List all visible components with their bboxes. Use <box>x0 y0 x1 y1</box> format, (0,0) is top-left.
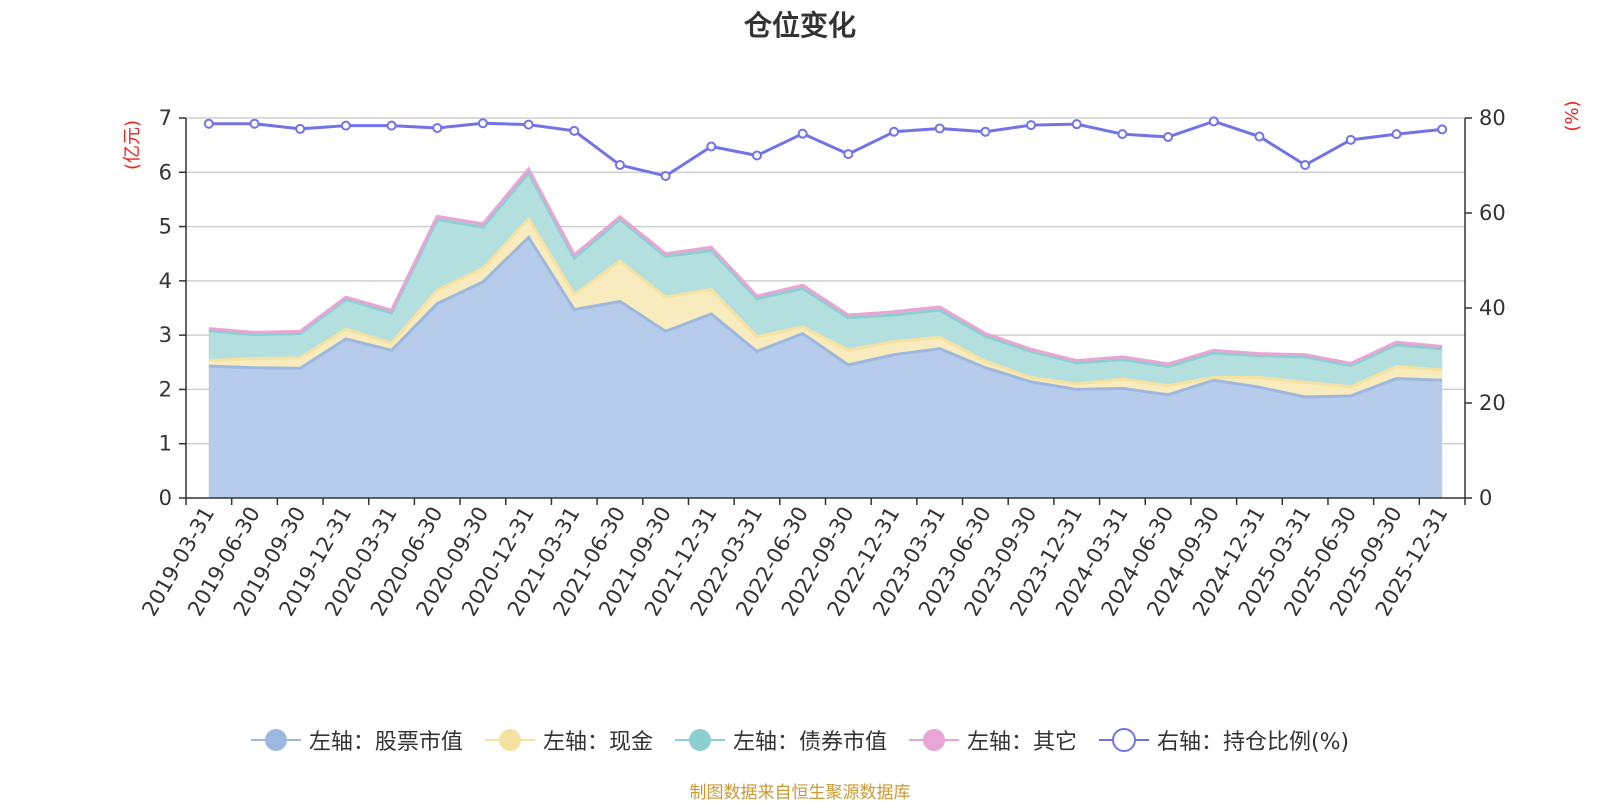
ratio-point <box>706 141 717 152</box>
ratio-point <box>203 118 214 129</box>
legend-item[interactable]: 左轴：现金 <box>484 724 653 756</box>
ratio-point <box>1391 129 1402 140</box>
right-y-tick-label: 60 <box>1479 201 1506 225</box>
ratio-point <box>1437 124 1448 135</box>
legend-swatch-icon <box>1098 728 1149 752</box>
ratio-point <box>751 150 762 161</box>
ratio-line-path <box>208 119 1443 178</box>
ratio-point <box>980 126 991 137</box>
legend-label: 右轴：持仓比例(%) <box>1156 730 1350 755</box>
left-y-tick-label: 5 <box>159 215 172 239</box>
legend-label: 左轴：股票市值 <box>308 730 463 755</box>
ratio-point <box>934 123 945 134</box>
area-line-左轴：现金 <box>208 216 1443 389</box>
legend-label: 左轴：现金 <box>542 730 653 755</box>
ratio-point <box>660 170 671 181</box>
legend-swatch-icon <box>250 729 301 751</box>
right-y-tick-label: 40 <box>1479 296 1506 320</box>
ratio-point <box>523 119 534 130</box>
left-y-tick-label: 7 <box>159 106 172 130</box>
legend-swatch-icon <box>908 729 959 751</box>
ratio-point <box>1026 120 1037 131</box>
area-line-左轴：其它 <box>208 166 1443 366</box>
left-y-tick-label: 0 <box>159 486 172 510</box>
ratio-point <box>340 120 351 131</box>
left-y-tick-label: 6 <box>159 160 172 184</box>
ratio-point <box>1071 119 1082 130</box>
legend-item[interactable]: 左轴：其它 <box>908 724 1077 756</box>
ratio-point <box>432 122 443 133</box>
legend-swatch-icon <box>484 729 535 751</box>
right-y-tick-label: 0 <box>1479 486 1492 510</box>
right-y-tick-label: 80 <box>1479 106 1506 130</box>
position-ratio-line <box>203 116 1448 181</box>
left-y-tick-label: 2 <box>159 377 172 401</box>
left-axis-unit: (亿元) <box>122 120 143 170</box>
stacked-areas <box>208 166 1443 499</box>
right-y-tick-label: 20 <box>1479 391 1506 415</box>
ratio-point <box>1163 132 1174 142</box>
area-line-左轴：股票市值 <box>208 235 1443 399</box>
area-左轴：股票市值 <box>208 237 1443 498</box>
legend-label: 左轴：其它 <box>966 730 1077 755</box>
left-y-tick-label: 3 <box>159 323 172 347</box>
ratio-point <box>614 160 625 171</box>
ratio-point <box>1345 134 1356 145</box>
left-y-tick-label: 4 <box>159 269 172 293</box>
ratio-point <box>249 118 260 129</box>
legend-item[interactable]: 左轴：债券市值 <box>674 724 887 756</box>
x-tick-labels: 2019-03-312019-06-302019-09-302019-12-31… <box>137 503 1452 621</box>
axes <box>179 117 1472 505</box>
ratio-point <box>386 120 397 131</box>
ratio-point <box>1300 160 1311 171</box>
legend-item[interactable]: 左轴：股票市值 <box>250 724 463 756</box>
chart-title: 仓位变化 <box>743 9 856 42</box>
legend-item[interactable]: 右轴：持仓比例(%) <box>1098 724 1350 756</box>
data-source-note: 制图数据来自恒生聚源数据库 <box>689 783 911 803</box>
ratio-point <box>1208 116 1219 127</box>
ratio-point <box>843 149 854 160</box>
legend-label: 左轴：债券市值 <box>732 730 887 755</box>
ratio-point <box>295 123 306 134</box>
ratio-point <box>797 128 808 139</box>
chart-canvas: 2019-03-312019-06-302019-09-302019-12-31… <box>122 100 1583 621</box>
legend-swatch-icon <box>674 729 725 751</box>
ratio-point <box>477 118 488 129</box>
right-axis-unit: (%) <box>1562 100 1583 131</box>
right-y-tick-labels: 0 20 40 60 80 <box>1479 106 1506 510</box>
left-y-tick-label: 1 <box>159 432 172 456</box>
ratio-point <box>1254 131 1265 142</box>
ratio-point <box>889 126 900 137</box>
ratio-point <box>569 125 580 136</box>
left-y-tick-labels: 0 1 2 3 4 5 6 7 <box>159 106 172 510</box>
ratio-point <box>1117 129 1128 140</box>
legend: 左轴：股票市值 左轴：现金 左轴：债券市值 左轴：其它 右轴：持仓比例(%) <box>0 720 1600 760</box>
